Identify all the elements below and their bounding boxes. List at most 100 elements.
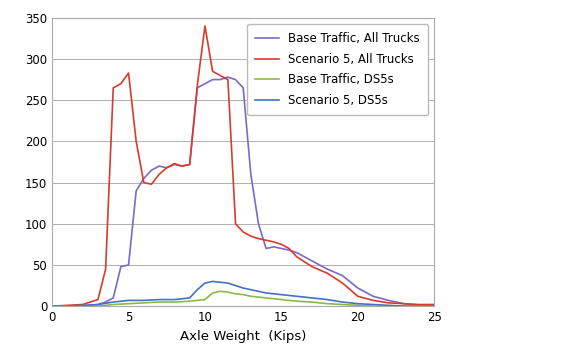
Base Traffic, DS5s <box>240 293 247 297</box>
Scenario 5, All Trucks <box>278 242 285 246</box>
Base Traffic, DS5s <box>79 304 86 308</box>
Base Traffic, DS5s <box>400 304 407 308</box>
Base Traffic, All Trucks <box>309 259 316 263</box>
Scenario 5, DS5s <box>263 291 270 295</box>
Base Traffic, All Trucks <box>285 248 292 252</box>
Base Traffic, DS5s <box>225 290 232 294</box>
Base Traffic, All Trucks <box>270 245 277 249</box>
Base Traffic, DS5s <box>431 304 438 308</box>
Base Traffic, All Trucks <box>255 222 262 226</box>
Base Traffic, DS5s <box>140 301 147 305</box>
Scenario 5, All Trucks <box>118 82 124 86</box>
Scenario 5, DS5s <box>369 302 376 307</box>
Base Traffic, DS5s <box>171 300 178 304</box>
Scenario 5, DS5s <box>232 283 239 288</box>
Base Traffic, All Trucks <box>431 304 438 308</box>
Scenario 5, DS5s <box>49 304 56 308</box>
Base Traffic, DS5s <box>110 302 117 307</box>
Base Traffic, All Trucks <box>140 176 147 180</box>
Scenario 5, All Trucks <box>186 162 193 167</box>
Base Traffic, DS5s <box>369 304 376 308</box>
Base Traffic, All Trucks <box>324 267 331 271</box>
Base Traffic, All Trucks <box>369 294 376 298</box>
Scenario 5, DS5s <box>293 294 300 298</box>
Scenario 5, DS5s <box>94 302 101 307</box>
Base Traffic, DS5s <box>278 297 285 302</box>
Base Traffic, All Trucks <box>240 86 247 90</box>
Scenario 5, All Trucks <box>293 255 300 259</box>
Base Traffic, DS5s <box>125 302 132 306</box>
Legend: Base Traffic, All Trucks, Scenario 5, All Trucks, Base Traffic, DS5s, Scenario 5: Base Traffic, All Trucks, Scenario 5, Al… <box>247 24 428 115</box>
Scenario 5, DS5s <box>209 279 216 284</box>
Scenario 5, All Trucks <box>201 24 208 28</box>
Scenario 5, DS5s <box>201 281 208 285</box>
Scenario 5, DS5s <box>64 304 71 308</box>
Scenario 5, All Trucks <box>240 230 247 234</box>
Scenario 5, All Trucks <box>133 139 140 143</box>
Base Traffic, All Trucks <box>385 298 392 303</box>
Base Traffic, All Trucks <box>110 296 117 300</box>
Base Traffic, All Trucks <box>247 172 254 177</box>
Base Traffic, All Trucks <box>102 300 109 304</box>
Scenario 5, DS5s <box>400 304 407 308</box>
Scenario 5, DS5s <box>225 281 232 285</box>
Base Traffic, DS5s <box>293 299 300 303</box>
Scenario 5, All Trucks <box>49 304 56 308</box>
Base Traffic, All Trucks <box>400 302 407 306</box>
Base Traffic, All Trucks <box>171 162 178 167</box>
Base Traffic, DS5s <box>324 302 331 306</box>
Base Traffic, All Trucks <box>354 286 361 290</box>
Scenario 5, All Trucks <box>324 271 331 275</box>
Base Traffic, DS5s <box>64 304 71 308</box>
Line: Scenario 5, DS5s: Scenario 5, DS5s <box>52 282 434 306</box>
Base Traffic, All Trucks <box>178 164 185 168</box>
Scenario 5, All Trucks <box>270 240 277 244</box>
Scenario 5, DS5s <box>79 303 86 308</box>
Scenario 5, All Trucks <box>64 303 71 308</box>
Base Traffic, All Trucks <box>186 162 193 167</box>
Base Traffic, DS5s <box>255 295 262 299</box>
Base Traffic, DS5s <box>217 289 223 293</box>
Scenario 5, All Trucks <box>385 301 392 305</box>
Base Traffic, All Trucks <box>339 273 346 278</box>
Scenario 5, DS5s <box>270 292 277 296</box>
X-axis label: Axle Weight  (Kips): Axle Weight (Kips) <box>180 330 306 342</box>
Base Traffic, All Trucks <box>148 168 155 172</box>
Scenario 5, DS5s <box>385 303 392 308</box>
Scenario 5, DS5s <box>125 298 132 303</box>
Base Traffic, All Trucks <box>156 164 163 168</box>
Base Traffic, All Trucks <box>163 166 170 170</box>
Base Traffic, DS5s <box>247 294 254 298</box>
Base Traffic, DS5s <box>354 303 361 308</box>
Scenario 5, DS5s <box>217 280 223 284</box>
Base Traffic, DS5s <box>156 300 163 304</box>
Scenario 5, DS5s <box>416 304 423 308</box>
Scenario 5, All Trucks <box>194 83 201 88</box>
Scenario 5, All Trucks <box>156 172 163 177</box>
Scenario 5, All Trucks <box>247 234 254 238</box>
Line: Base Traffic, All Trucks: Base Traffic, All Trucks <box>52 77 434 306</box>
Base Traffic, DS5s <box>263 296 270 300</box>
Base Traffic, All Trucks <box>125 263 132 267</box>
Base Traffic, All Trucks <box>94 302 101 307</box>
Scenario 5, All Trucks <box>232 222 239 226</box>
Scenario 5, DS5s <box>278 293 285 297</box>
Scenario 5, DS5s <box>309 296 316 300</box>
Scenario 5, All Trucks <box>431 302 438 307</box>
Scenario 5, All Trucks <box>225 78 232 82</box>
Scenario 5, All Trucks <box>354 294 361 298</box>
Scenario 5, DS5s <box>240 286 247 290</box>
Scenario 5, DS5s <box>247 288 254 292</box>
Scenario 5, All Trucks <box>309 265 316 269</box>
Base Traffic, DS5s <box>339 302 346 307</box>
Base Traffic, All Trucks <box>64 304 71 308</box>
Base Traffic, All Trucks <box>118 265 124 269</box>
Line: Base Traffic, DS5s: Base Traffic, DS5s <box>52 291 434 306</box>
Base Traffic, All Trucks <box>232 78 239 82</box>
Scenario 5, All Trucks <box>148 182 155 186</box>
Base Traffic, DS5s <box>94 304 101 308</box>
Base Traffic, All Trucks <box>416 303 423 308</box>
Scenario 5, All Trucks <box>110 86 117 90</box>
Scenario 5, All Trucks <box>171 162 178 166</box>
Scenario 5, All Trucks <box>339 281 346 285</box>
